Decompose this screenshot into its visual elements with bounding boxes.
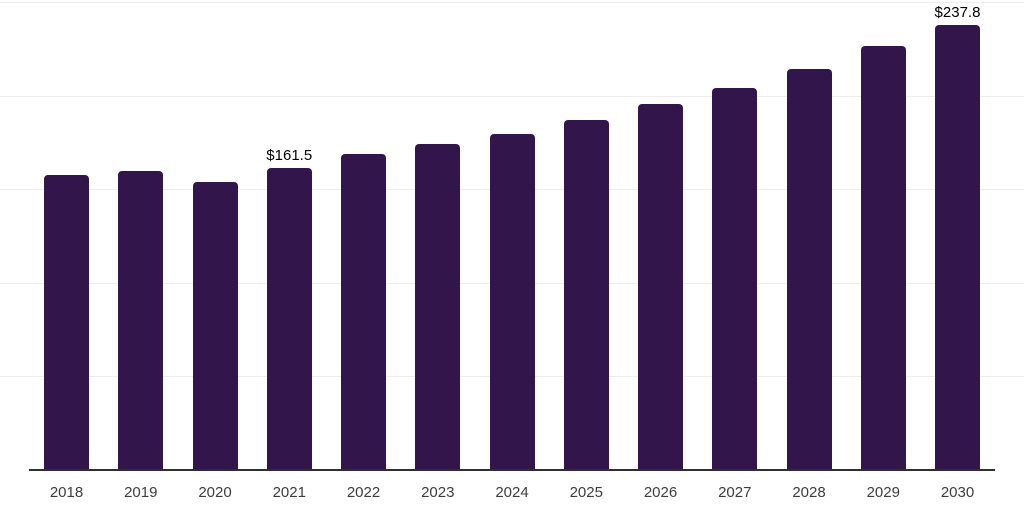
x-tick-label-2022: 2022	[346, 484, 381, 501]
x-axis-line	[29, 469, 995, 471]
x-tick-label-2020: 2020	[198, 484, 232, 501]
x-tick-label-2029: 2029	[866, 484, 900, 501]
bar-2027	[712, 87, 758, 470]
bar-2021	[266, 167, 312, 470]
x-tick-label-2027: 2027	[718, 484, 752, 501]
gridline-200	[0, 95, 1024, 97]
bar-2030	[935, 24, 980, 470]
bar-2025	[563, 119, 609, 470]
bar-2024	[489, 133, 535, 470]
bar-2023	[415, 143, 461, 470]
bar-2022	[341, 153, 386, 470]
x-tick-label-2025: 2025	[569, 484, 603, 501]
x-tick-label-2028: 2028	[792, 484, 826, 501]
x-tick-label-2026: 2026	[643, 484, 678, 501]
x-tick-label-2030: 2030	[940, 484, 975, 501]
gridline-250	[0, 2, 1024, 3]
data-label-2030: $237.8	[934, 3, 981, 21]
bar-2026	[638, 103, 683, 470]
x-tick-label-2021: 2021	[272, 484, 306, 501]
x-tick-label-2018: 2018	[49, 484, 84, 501]
x-tick-label-2024: 2024	[495, 484, 529, 501]
data-label-2021: $161.5	[266, 146, 313, 164]
x-tick-label-2019: 2019	[124, 484, 158, 501]
bar-2020	[192, 181, 238, 470]
bar-2029	[860, 45, 906, 470]
bar-2028	[786, 68, 832, 470]
bar-2019	[118, 170, 164, 470]
bar-2018	[44, 175, 89, 470]
x-tick-label-2023: 2023	[421, 484, 455, 501]
